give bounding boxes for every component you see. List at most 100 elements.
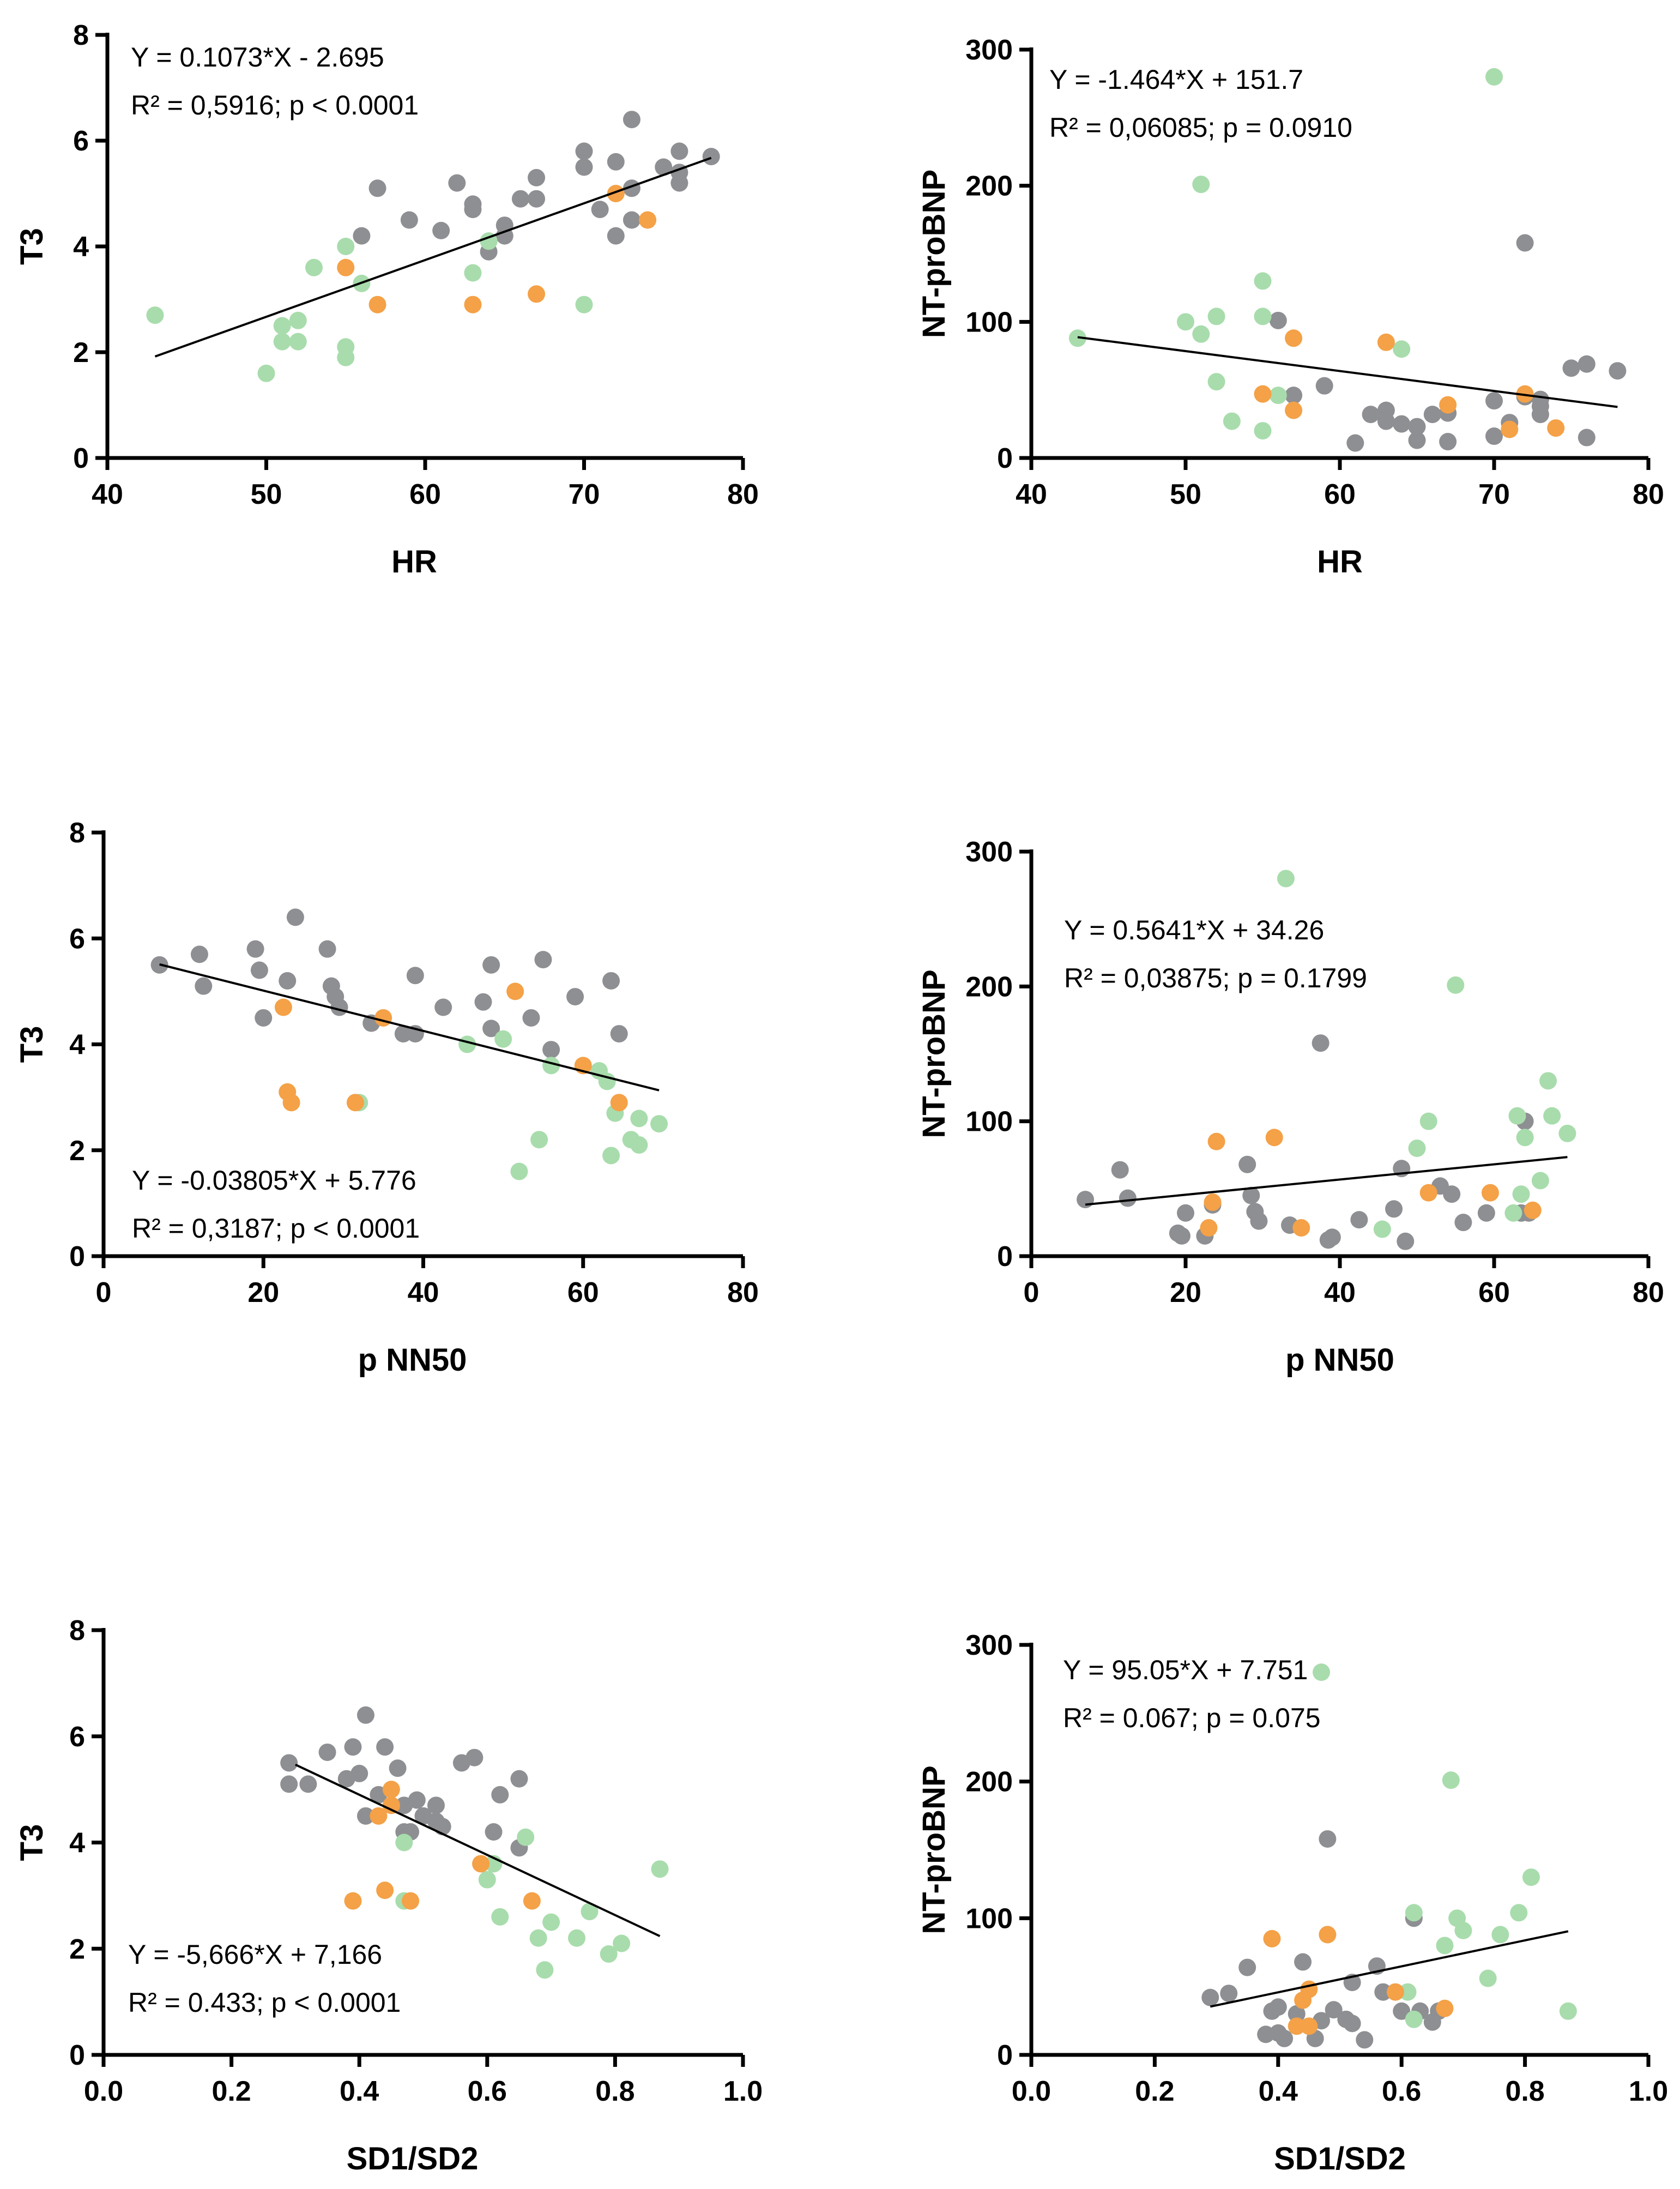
y-tick-label: 0 [73, 443, 89, 474]
y-tick-label: 300 [965, 836, 1013, 868]
x-tick-label: 20 [1170, 1277, 1201, 1308]
x-tick-label: 40 [408, 1277, 439, 1308]
data-point-green [1393, 340, 1411, 358]
data-point-gray [1393, 2002, 1411, 2020]
data-point-gray [1439, 433, 1457, 451]
data-point-orange [1200, 1219, 1218, 1237]
data-point-orange [1263, 1929, 1281, 1947]
data-point-gray [1609, 362, 1627, 380]
data-point-gray [406, 967, 424, 985]
y-axis-title: NT-proBNP [916, 170, 952, 338]
data-point-orange [1481, 1184, 1499, 1202]
y-tick-label: 100 [965, 306, 1013, 338]
data-point-gray [591, 201, 609, 219]
x-tick-label: 0.6 [1382, 2076, 1421, 2107]
data-point-gray [1238, 1958, 1256, 1976]
y-tick-label: 6 [69, 923, 85, 955]
data-point-gray [575, 158, 593, 176]
x-tick-label: 0 [1024, 1277, 1040, 1308]
data-point-gray [448, 174, 466, 192]
x-tick-label: 40 [92, 479, 123, 510]
x-tick-label: 1.0 [1629, 2076, 1668, 2107]
data-point-green [575, 296, 593, 313]
chart-t3-vs-hr: 40 50 60 70 80 0 2 4 6 8 HR T3 Y = 0.1073*X - 2.695 R… [14, 20, 759, 580]
x-tick-label: 0.2 [1135, 2076, 1174, 2107]
r-squared-p-value: R² = 0,03875; p = 0.1799 [1064, 963, 1367, 993]
y-tick-label: 200 [965, 171, 1013, 202]
data-point-orange [1547, 419, 1565, 437]
data-point-green [1405, 2010, 1423, 2028]
data-point-green [1558, 1124, 1576, 1142]
regression-equation: Y = -5,666*X + 7,166 [128, 1939, 382, 1970]
data-point-gray [344, 1738, 362, 1756]
data-point-green [630, 1136, 648, 1154]
data-point-orange [610, 1094, 628, 1112]
data-point-gray [511, 190, 529, 208]
data-point-gray [195, 977, 213, 995]
data-point-gray [528, 190, 546, 208]
series-orange [337, 185, 657, 313]
data-point-orange [344, 1892, 362, 1910]
data-point-gray [1201, 1988, 1219, 2006]
data-point-green [602, 1147, 620, 1165]
data-point-gray [318, 1743, 336, 1761]
data-point-green [1313, 1663, 1331, 1681]
x-tick-label: 80 [727, 479, 759, 510]
data-point-green [337, 238, 355, 255]
data-point-green [1436, 1937, 1454, 1955]
data-point-green [1516, 1129, 1534, 1147]
y-tick-label: 2 [69, 1135, 85, 1167]
data-point-green [630, 1109, 648, 1127]
data-point-green [337, 338, 355, 356]
regression-line [159, 963, 660, 1092]
data-point-gray [670, 142, 688, 160]
data-point-gray [408, 1791, 426, 1809]
data-point-gray [1111, 1161, 1129, 1179]
data-point-orange [274, 998, 292, 1016]
data-point-green [1207, 307, 1225, 325]
data-point-gray [350, 1764, 368, 1782]
regression-line [295, 1763, 661, 1938]
data-point-green [257, 364, 275, 382]
data-point-green [1485, 68, 1503, 86]
data-point-gray [1350, 1211, 1368, 1229]
y-tick-label: 0 [997, 1241, 1013, 1273]
data-point-gray [1562, 359, 1580, 377]
x-tick-label: 80 [727, 1277, 759, 1308]
data-point-orange [607, 185, 625, 202]
regression-equation: Y = 0.5641*X + 34.26 [1064, 915, 1324, 945]
data-point-green [1373, 1220, 1391, 1238]
data-point-green [600, 1945, 618, 1963]
y-tick-label: 0 [69, 1241, 85, 1273]
y-tick-label: 100 [965, 1903, 1013, 1934]
data-point-green [517, 1828, 535, 1846]
x-tick-label: 50 [251, 479, 282, 510]
data-point-green [1269, 387, 1287, 405]
data-point-gray [566, 988, 584, 1006]
chart-t3-vs-pnn50: 0 20 40 60 80 0 2 4 6 8 p NN50 T3 Y = -0.03805*X + 5… [14, 817, 759, 1378]
data-point-gray [1294, 1953, 1312, 1971]
series-gray [1077, 1034, 1538, 1250]
data-point-gray [1443, 1185, 1461, 1203]
data-point-orange [464, 296, 482, 313]
data-point-gray [1323, 1228, 1341, 1246]
data-point-green [650, 1115, 668, 1133]
data-point-orange [376, 1882, 394, 1899]
y-tick-label: 200 [965, 971, 1013, 1003]
data-point-gray [575, 142, 593, 160]
data-point-orange [1300, 1980, 1318, 1998]
data-point-orange [1207, 1132, 1225, 1150]
regression-line [1085, 1156, 1568, 1206]
x-axis-title: HR [1317, 544, 1363, 580]
x-tick-label: 0.8 [595, 2076, 634, 2107]
x-tick-label: 1.0 [723, 2076, 763, 2107]
y-axis-title: T3 [14, 228, 50, 265]
data-point-gray [1578, 429, 1596, 447]
data-point-gray [394, 1025, 412, 1043]
data-point-gray [190, 945, 208, 963]
data-point-gray [376, 1738, 394, 1756]
regression-equation: Y = -0.03805*X + 5.776 [132, 1165, 416, 1196]
data-point-gray [1288, 2005, 1306, 2023]
data-point-orange [1285, 401, 1303, 419]
data-point-orange [1377, 333, 1395, 351]
